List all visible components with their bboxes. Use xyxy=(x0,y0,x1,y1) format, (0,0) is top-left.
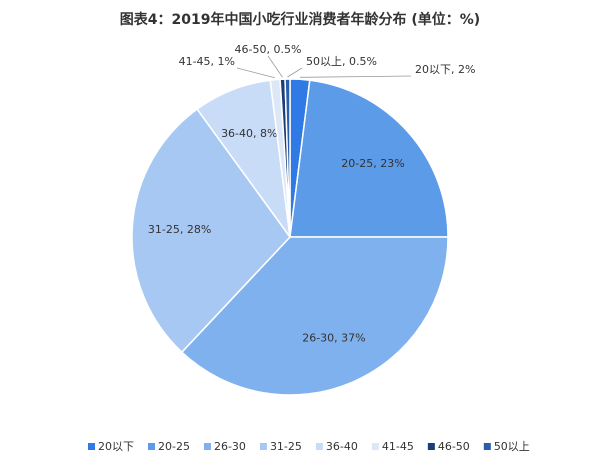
legend-label: 36-40 xyxy=(326,440,358,453)
data-label: 31-25, 28% xyxy=(148,223,211,236)
legend-label: 50以上 xyxy=(494,440,530,453)
legend-label: 41-45 xyxy=(382,440,414,453)
legend-swatch xyxy=(483,443,491,450)
leader-line xyxy=(287,67,303,78)
data-label: 20-25, 23% xyxy=(341,157,404,170)
pie-slice xyxy=(289,79,449,238)
data-label: 20以下, 2% xyxy=(415,63,475,76)
legend-swatch xyxy=(315,443,323,450)
legend-swatch xyxy=(427,443,435,450)
legend-label: 31-25 xyxy=(270,440,302,453)
chart-title: 图表4：2019年中国小吃行业消费者年龄分布 (单位：%) xyxy=(120,11,480,28)
legend-label: 26-30 xyxy=(214,440,246,453)
legend-swatch xyxy=(88,443,95,450)
data-label: 36-40, 8% xyxy=(221,127,277,140)
pie-slice xyxy=(284,78,291,238)
pie-slice xyxy=(180,236,449,396)
legend-swatch xyxy=(148,443,155,450)
leader-line xyxy=(267,55,283,78)
legend-swatch xyxy=(203,443,211,450)
legend-swatch xyxy=(259,443,267,450)
legend-label: 20以下 xyxy=(98,440,134,453)
pie-slice xyxy=(131,108,291,354)
legend-label: 20-25 xyxy=(158,440,190,453)
data-label: 26-30, 37% xyxy=(302,332,365,345)
legend-swatch xyxy=(371,443,379,450)
leader-line xyxy=(236,67,276,79)
data-label: 46-50, 0.5% xyxy=(235,43,302,56)
data-label: 41-45, 1% xyxy=(179,55,235,68)
legend-label: 46-50 xyxy=(438,440,470,453)
leader-line xyxy=(300,75,412,78)
data-label: 50以上, 0.5% xyxy=(306,55,377,68)
